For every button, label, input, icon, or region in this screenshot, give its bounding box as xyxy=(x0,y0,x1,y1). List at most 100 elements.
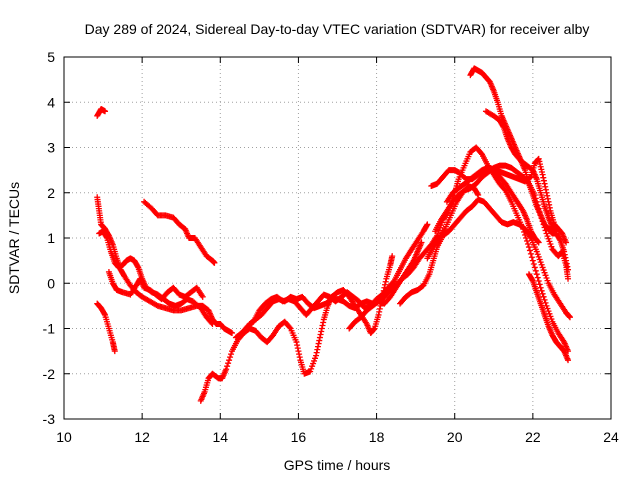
y-axis-label: SDTVAR / TECUs xyxy=(6,182,22,294)
data-point xyxy=(540,293,547,300)
data-point xyxy=(313,352,320,359)
chart-title: Day 289 of 2024, Sidereal Day-to-day VTE… xyxy=(85,21,590,37)
data-point xyxy=(524,241,531,248)
data-point xyxy=(540,174,547,181)
y-tick-label: 0 xyxy=(47,275,55,291)
y-tick-label: 3 xyxy=(47,140,55,156)
data-point xyxy=(382,281,389,288)
data-point xyxy=(382,278,389,285)
data-point xyxy=(539,171,546,178)
data-point xyxy=(545,198,552,205)
data-point xyxy=(565,357,572,364)
x-tick-label: 14 xyxy=(212,429,228,445)
data-point xyxy=(318,325,325,332)
data-point xyxy=(527,250,534,257)
x-tick-label: 10 xyxy=(56,429,72,445)
data-point xyxy=(315,340,322,347)
data-point xyxy=(499,123,506,130)
series-s17 xyxy=(525,271,572,364)
data-point xyxy=(370,326,377,333)
series-s16 xyxy=(482,108,560,235)
data-point xyxy=(389,253,396,260)
data-point xyxy=(562,254,569,261)
series-s4 xyxy=(105,268,206,303)
data-point xyxy=(211,259,218,266)
x-tick-label: 18 xyxy=(369,429,385,445)
data-point xyxy=(314,343,321,350)
x-axis-label: GPS time / hours xyxy=(284,457,391,473)
data-point xyxy=(223,366,230,373)
data-point xyxy=(535,277,542,284)
data-point xyxy=(533,271,540,278)
data-point xyxy=(552,227,559,234)
data-point xyxy=(544,192,551,199)
data-point xyxy=(317,331,324,338)
y-tick-label: 1 xyxy=(47,230,55,246)
data-point xyxy=(294,345,301,352)
data-point xyxy=(316,334,323,341)
data-point xyxy=(390,279,397,286)
x-tick-labels: 10 12 14 16 18 20 22 24 xyxy=(56,429,619,445)
data-point xyxy=(537,284,544,291)
data-point xyxy=(525,244,532,251)
data-point xyxy=(542,299,549,306)
data-point xyxy=(566,314,573,321)
data-point xyxy=(376,305,383,312)
data-point xyxy=(541,180,548,187)
x-tick-label: 16 xyxy=(291,429,307,445)
data-point xyxy=(314,346,321,353)
y-tick-label: 2 xyxy=(47,185,55,201)
data-point xyxy=(529,276,536,283)
series-s9 xyxy=(240,253,396,377)
data-point xyxy=(565,275,572,282)
series-s11 xyxy=(397,196,573,321)
data-point xyxy=(565,266,572,273)
data-point xyxy=(375,311,382,318)
series-s1 xyxy=(94,106,109,119)
data-point xyxy=(540,177,547,184)
data-point xyxy=(561,248,568,255)
data-point xyxy=(319,322,326,329)
x-tick-label: 20 xyxy=(447,429,463,445)
data-point xyxy=(293,339,300,346)
data-point xyxy=(531,264,538,271)
data-point xyxy=(381,284,388,291)
data-point xyxy=(316,337,323,344)
x-tick-label: 12 xyxy=(134,429,150,445)
data-point xyxy=(542,183,549,190)
data-point xyxy=(226,357,233,364)
data-point xyxy=(478,150,485,157)
data-point xyxy=(376,308,383,315)
data-point xyxy=(543,189,550,196)
data-point xyxy=(544,195,551,202)
y-tick-label: -1 xyxy=(43,321,56,337)
data-point xyxy=(553,228,560,235)
data-point xyxy=(199,293,206,300)
data-point xyxy=(103,233,110,240)
data-point xyxy=(320,319,327,326)
data-point xyxy=(530,261,537,268)
series-s14 xyxy=(443,164,542,246)
data-point xyxy=(296,351,303,358)
data-point xyxy=(534,274,541,281)
data-point xyxy=(286,324,293,331)
data-point xyxy=(379,293,386,300)
data-point xyxy=(474,190,481,197)
data-point xyxy=(209,320,216,327)
data-point xyxy=(563,260,570,267)
y-tick-label: -3 xyxy=(43,411,56,427)
data-point xyxy=(102,108,109,115)
data-point xyxy=(227,354,234,361)
y-tick-labels: -3 -2 -1 0 1 2 3 4 5 xyxy=(43,49,56,427)
data-point xyxy=(523,238,530,245)
data-point xyxy=(101,310,108,317)
data-point xyxy=(294,342,301,349)
data-point xyxy=(111,348,118,355)
data-point xyxy=(536,281,543,288)
data-point xyxy=(539,290,546,297)
data-point xyxy=(528,254,535,261)
data-point xyxy=(423,222,430,229)
series-s6 xyxy=(141,198,218,266)
